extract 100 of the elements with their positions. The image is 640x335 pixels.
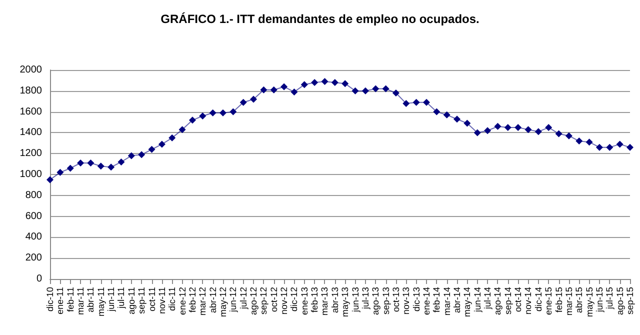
point bbox=[372, 85, 380, 92]
x-tick-label: ago-12 bbox=[248, 287, 259, 316]
x-tick-label: jun-14 bbox=[472, 287, 482, 314]
point bbox=[524, 126, 532, 134]
point bbox=[199, 112, 206, 120]
y-tick-label: 1200 bbox=[20, 148, 42, 160]
point bbox=[219, 109, 226, 116]
point bbox=[484, 127, 492, 134]
x-tick-label: dic-11 bbox=[167, 287, 178, 311]
x-tick-label: feb-11 bbox=[65, 287, 76, 312]
point bbox=[230, 108, 237, 116]
x-tick-label: abr-11 bbox=[86, 287, 96, 312]
y-tick-label: 800 bbox=[25, 190, 42, 201]
x-tick-label: mar-14 bbox=[442, 287, 452, 316]
point bbox=[342, 80, 349, 88]
x-tick-label: jul-13 bbox=[360, 287, 370, 310]
x-tick-label: dic-14 bbox=[533, 287, 544, 312]
x-tick-label: ene-15 bbox=[544, 287, 554, 316]
point bbox=[606, 144, 614, 151]
x-tick-label: ene-13 bbox=[299, 287, 310, 316]
point bbox=[311, 79, 318, 86]
x-tick-label: feb-14 bbox=[432, 287, 442, 313]
point bbox=[128, 152, 135, 160]
x-tick-label: sep-11 bbox=[136, 287, 147, 314]
point bbox=[616, 140, 624, 148]
point bbox=[443, 111, 450, 118]
point bbox=[331, 79, 338, 86]
point bbox=[352, 87, 359, 94]
x-tick-label: abr-13 bbox=[330, 287, 340, 314]
x-tick-label: mar-12 bbox=[198, 287, 208, 316]
x-tick-label: ene-14 bbox=[421, 287, 432, 316]
point bbox=[138, 151, 146, 158]
y-tick-label: 2000 bbox=[20, 64, 42, 76]
point bbox=[596, 144, 603, 151]
point bbox=[97, 162, 104, 170]
point bbox=[565, 132, 572, 140]
point bbox=[280, 83, 288, 90]
point bbox=[56, 168, 64, 176]
point bbox=[382, 85, 390, 92]
point bbox=[66, 164, 74, 172]
x-tick-label: may-13 bbox=[340, 287, 350, 318]
point bbox=[188, 116, 196, 124]
y-tick-label: 200 bbox=[25, 252, 42, 264]
x-tick-label: jul-12 bbox=[238, 287, 248, 310]
point bbox=[392, 89, 400, 96]
x-tick-label: jun-11 bbox=[106, 287, 116, 312]
x-tick-label: feb-12 bbox=[187, 287, 198, 313]
x-tick-label: nov-12 bbox=[279, 287, 290, 315]
x-tick-label: sep-13 bbox=[380, 287, 391, 315]
y-tick-label: 0 bbox=[36, 274, 42, 284]
point bbox=[474, 129, 481, 136]
x-tick-label: ene-12 bbox=[177, 287, 188, 316]
x-tick-label: ene-11 bbox=[55, 287, 66, 314]
point bbox=[545, 124, 552, 131]
x-tick-label: jun-15 bbox=[594, 287, 604, 314]
x-tick-label: nov-13 bbox=[401, 287, 412, 315]
x-tick-label: sep-15 bbox=[625, 287, 635, 315]
x-tick-label: feb-13 bbox=[310, 287, 320, 313]
point bbox=[178, 126, 186, 134]
point bbox=[422, 98, 430, 106]
x-tick-label: dic-10 bbox=[45, 287, 55, 312]
x-tick-label: may-12 bbox=[218, 287, 228, 318]
x-tick-label: jul-15 bbox=[604, 287, 615, 310]
point bbox=[433, 108, 440, 116]
x-tick-label: oct-14 bbox=[513, 287, 524, 312]
x-tick-label: jul-14 bbox=[482, 287, 493, 310]
x-tick-label: abr-14 bbox=[452, 287, 462, 314]
x-tick-label: mar-13 bbox=[320, 287, 330, 316]
point bbox=[209, 109, 216, 116]
point bbox=[321, 78, 328, 85]
x-tick-label: may-14 bbox=[462, 287, 472, 318]
x-tick-label: oct-13 bbox=[390, 287, 401, 312]
point bbox=[148, 146, 156, 153]
point bbox=[464, 120, 471, 127]
point bbox=[494, 122, 502, 130]
x-tick-label: dic-12 bbox=[289, 287, 300, 312]
x-tick-label: jun-13 bbox=[350, 287, 360, 314]
x-tick-label: mar-11 bbox=[76, 287, 86, 315]
point bbox=[626, 144, 634, 151]
point bbox=[158, 140, 166, 148]
point bbox=[87, 160, 94, 167]
x-tick-label: ago-11 bbox=[126, 287, 136, 314]
point bbox=[586, 138, 593, 146]
x-tick-label: nov-14 bbox=[523, 287, 534, 315]
x-tick-label: ago-15 bbox=[614, 287, 625, 316]
point bbox=[168, 134, 176, 142]
x-tick-label: ago-13 bbox=[370, 287, 381, 316]
x-tick-label: jul-11 bbox=[116, 287, 126, 310]
point bbox=[362, 87, 369, 94]
point bbox=[576, 138, 583, 145]
point bbox=[250, 96, 258, 103]
point bbox=[300, 81, 308, 88]
x-tick-label: jun-12 bbox=[228, 287, 238, 314]
point bbox=[555, 130, 562, 138]
x-tick-label: nov-11 bbox=[156, 287, 167, 314]
x-tick-label: abr-15 bbox=[574, 287, 584, 314]
point bbox=[270, 86, 278, 94]
point bbox=[534, 128, 542, 136]
point bbox=[118, 158, 125, 166]
point bbox=[260, 86, 268, 94]
